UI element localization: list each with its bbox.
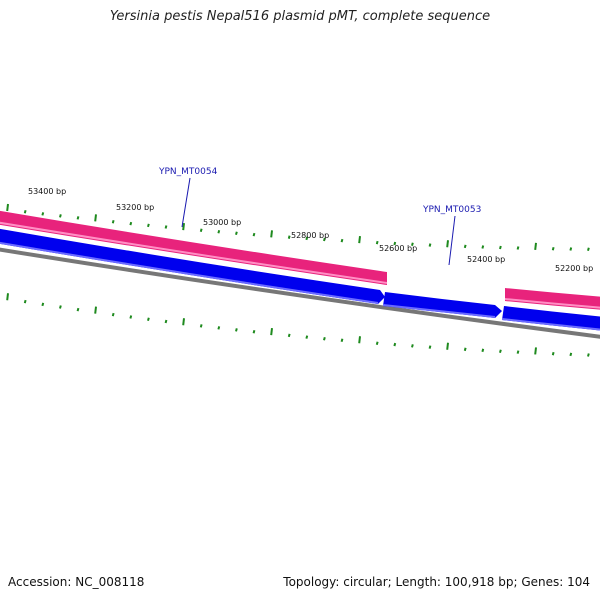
gene-label-leader-1 bbox=[181, 177, 191, 228]
inner-tick-7 bbox=[129, 315, 133, 319]
outer-tick-27 bbox=[481, 245, 485, 249]
outer-tick-30 bbox=[534, 242, 537, 250]
inner-tick-19 bbox=[340, 338, 344, 343]
inner-tick-11 bbox=[199, 324, 203, 328]
outer-tick-9 bbox=[164, 225, 168, 229]
reverse-gene-3[interactable] bbox=[502, 306, 600, 331]
inner-tick-16 bbox=[287, 333, 291, 338]
gene-label-ypn-mt0053[interactable]: YPN_MT0053 bbox=[422, 205, 481, 215]
inner-tick-0 bbox=[6, 293, 9, 301]
outer-tick-26 bbox=[463, 244, 467, 249]
inner-tick-13 bbox=[235, 328, 238, 332]
inner-tick-28 bbox=[499, 349, 502, 354]
inner-ruler-ticks bbox=[6, 293, 590, 357]
outer-tick-12 bbox=[217, 229, 221, 234]
ruler-label-52200: 52200 bp bbox=[555, 264, 593, 273]
outer-tick-1 bbox=[23, 209, 27, 214]
outer-tick-29 bbox=[516, 246, 520, 250]
forward-gene-1[interactable] bbox=[0, 210, 387, 285]
inner-tick-9 bbox=[164, 319, 168, 324]
forward-gene-2[interactable] bbox=[505, 288, 600, 310]
forward-strand-genes bbox=[0, 210, 600, 310]
outer-tick-7 bbox=[129, 221, 133, 226]
outer-tick-21 bbox=[375, 240, 379, 245]
inner-tick-27 bbox=[481, 348, 485, 353]
ruler-label-53000: 53000 bp bbox=[203, 218, 241, 227]
outer-tick-23 bbox=[411, 242, 414, 247]
inner-tick-23 bbox=[411, 344, 414, 348]
outer-tick-18 bbox=[323, 237, 326, 242]
outer-tick-11 bbox=[199, 228, 203, 232]
inner-tick-15 bbox=[270, 328, 273, 336]
inner-tick-3 bbox=[59, 305, 62, 309]
gene-label-leader-2 bbox=[448, 215, 456, 266]
inner-tick-1 bbox=[23, 299, 27, 304]
inner-tick-22 bbox=[393, 342, 397, 347]
ruler-label-52600: 52600 bp bbox=[379, 244, 417, 253]
forward-gene-highlight bbox=[0, 221, 600, 309]
inner-tick-25 bbox=[446, 342, 449, 350]
inner-tick-4 bbox=[76, 307, 80, 312]
outer-tick-0 bbox=[6, 203, 9, 212]
inner-tick-14 bbox=[252, 330, 256, 334]
inner-tick-17 bbox=[305, 335, 309, 339]
outer-tick-22 bbox=[393, 241, 397, 246]
outer-tick-19 bbox=[340, 238, 344, 243]
outer-tick-10 bbox=[182, 223, 185, 231]
outer-tick-17 bbox=[305, 236, 309, 241]
outer-tick-15 bbox=[270, 230, 273, 238]
reverse-gene-highlight bbox=[0, 241, 600, 331]
outer-tick-4 bbox=[76, 216, 80, 220]
ruler-label-53200: 53200 bp bbox=[116, 203, 154, 212]
inner-tick-6 bbox=[111, 312, 115, 317]
outer-tick-16 bbox=[287, 235, 291, 239]
outer-ruler-ticks bbox=[6, 203, 590, 251]
outer-tick-32 bbox=[569, 247, 573, 251]
reverse-gene-1[interactable] bbox=[0, 228, 385, 304]
outer-tick-28 bbox=[499, 245, 502, 250]
outer-tick-31 bbox=[551, 246, 555, 251]
outer-tick-13 bbox=[235, 231, 238, 235]
inner-tick-26 bbox=[463, 347, 467, 352]
outer-tick-2 bbox=[41, 212, 45, 216]
inner-tick-33 bbox=[587, 353, 590, 357]
outer-tick-14 bbox=[252, 232, 256, 237]
map-title: Yersinia pestis Nepal516 plasmid pMT, co… bbox=[109, 9, 491, 24]
inner-tick-5 bbox=[94, 306, 97, 314]
inner-tick-29 bbox=[516, 350, 520, 354]
accession-label: Accession: NC_008118 bbox=[8, 575, 145, 589]
inner-tick-8 bbox=[147, 317, 150, 322]
outer-tick-24 bbox=[428, 243, 432, 247]
outer-tick-20 bbox=[358, 236, 361, 244]
inner-tick-30 bbox=[534, 347, 537, 355]
ruler-label-52800: 52800 bp bbox=[291, 231, 329, 240]
ruler-labels: 53400 bp 53200 bp 53000 bp 52800 bp 5260… bbox=[28, 187, 593, 273]
sequence-summary: Topology: circular; Length: 100,918 bp; … bbox=[283, 575, 590, 589]
outer-tick-8 bbox=[147, 223, 150, 228]
inner-tick-18 bbox=[323, 336, 326, 341]
outer-tick-25 bbox=[446, 240, 449, 248]
inner-tick-12 bbox=[217, 326, 221, 330]
inner-tick-24 bbox=[428, 345, 432, 349]
inner-tick-10 bbox=[182, 318, 185, 326]
reverse-strand-genes bbox=[0, 228, 600, 331]
inner-tick-21 bbox=[375, 341, 379, 345]
ruler-label-53400: 53400 bp bbox=[28, 187, 66, 196]
gene-labels: YPN_MT0054 YPN_MT0053 bbox=[158, 167, 481, 266]
inner-tick-20 bbox=[358, 336, 361, 344]
reverse-gene-2[interactable] bbox=[383, 292, 502, 318]
outer-tick-6 bbox=[111, 219, 115, 224]
ruler-label-52400: 52400 bp bbox=[467, 255, 505, 264]
inner-tick-32 bbox=[569, 352, 573, 357]
gene-label-ypn-mt0054[interactable]: YPN_MT0054 bbox=[158, 167, 218, 177]
outer-tick-3 bbox=[59, 214, 62, 218]
inner-tick-2 bbox=[41, 302, 45, 307]
plasmid-backbone bbox=[0, 247, 600, 339]
outer-tick-5 bbox=[94, 214, 97, 222]
outer-tick-33 bbox=[587, 247, 590, 251]
inner-tick-31 bbox=[551, 351, 555, 356]
